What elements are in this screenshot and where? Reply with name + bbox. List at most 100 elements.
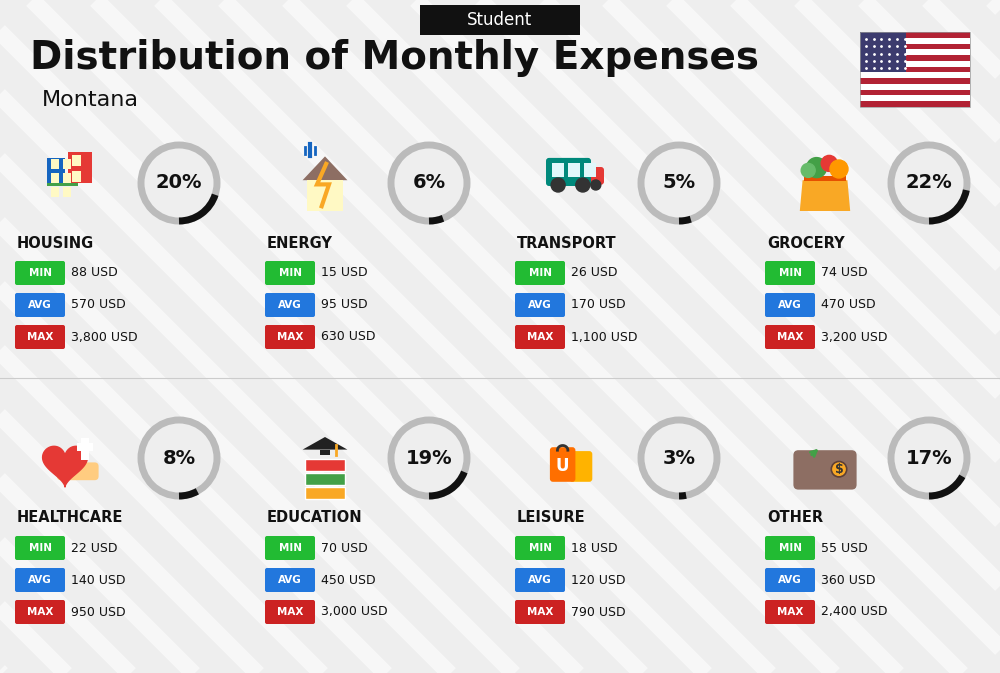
Text: 26 USD: 26 USD — [571, 267, 618, 279]
Text: 360 USD: 360 USD — [821, 573, 876, 586]
Text: MIN: MIN — [778, 543, 802, 553]
Text: 18 USD: 18 USD — [571, 542, 618, 555]
FancyBboxPatch shape — [765, 536, 815, 560]
Text: 2,400 USD: 2,400 USD — [821, 606, 888, 618]
Bar — [860, 61, 970, 67]
Text: GROCERY: GROCERY — [767, 236, 845, 250]
Text: 470 USD: 470 USD — [821, 299, 876, 312]
FancyBboxPatch shape — [550, 447, 575, 482]
Text: Montana: Montana — [42, 90, 139, 110]
Text: 3,800 USD: 3,800 USD — [71, 330, 138, 343]
Text: AVG: AVG — [278, 575, 302, 585]
FancyBboxPatch shape — [15, 600, 65, 624]
Bar — [860, 96, 970, 101]
Bar — [860, 32, 906, 73]
FancyBboxPatch shape — [793, 450, 857, 489]
FancyBboxPatch shape — [15, 293, 65, 317]
Circle shape — [576, 178, 590, 192]
FancyBboxPatch shape — [15, 325, 65, 349]
Bar — [860, 44, 970, 49]
FancyBboxPatch shape — [515, 325, 565, 349]
Text: MAX: MAX — [27, 607, 53, 617]
Text: EDUCATION: EDUCATION — [267, 511, 363, 526]
Text: 88 USD: 88 USD — [71, 267, 118, 279]
Text: AVG: AVG — [278, 300, 302, 310]
Bar — [77, 444, 93, 452]
Circle shape — [894, 148, 964, 218]
Text: 20%: 20% — [156, 174, 202, 192]
Text: 140 USD: 140 USD — [71, 573, 126, 586]
FancyBboxPatch shape — [265, 325, 315, 349]
Bar — [860, 78, 970, 84]
Bar — [81, 438, 89, 460]
Text: AVG: AVG — [28, 300, 52, 310]
Circle shape — [576, 180, 586, 190]
Bar — [72, 171, 81, 182]
FancyBboxPatch shape — [420, 5, 580, 35]
Text: 6%: 6% — [412, 174, 446, 192]
Text: MIN: MIN — [528, 543, 552, 553]
Circle shape — [801, 164, 815, 178]
FancyBboxPatch shape — [546, 158, 591, 186]
Text: 630 USD: 630 USD — [321, 330, 376, 343]
FancyBboxPatch shape — [15, 568, 65, 592]
Text: MAX: MAX — [777, 607, 803, 617]
Text: Student: Student — [467, 11, 533, 29]
Circle shape — [144, 148, 214, 218]
Bar — [51, 187, 59, 197]
FancyBboxPatch shape — [515, 600, 565, 624]
Bar — [860, 38, 970, 44]
Text: AVG: AVG — [528, 300, 552, 310]
Polygon shape — [303, 156, 347, 180]
FancyBboxPatch shape — [265, 600, 315, 624]
Bar — [860, 49, 970, 55]
Text: TRANSPORT: TRANSPORT — [517, 236, 617, 250]
FancyBboxPatch shape — [265, 568, 315, 592]
FancyBboxPatch shape — [265, 261, 315, 285]
Text: 8%: 8% — [162, 448, 196, 468]
Bar — [860, 55, 970, 61]
Text: 55 USD: 55 USD — [821, 542, 868, 555]
Bar — [860, 73, 970, 78]
Bar — [860, 101, 970, 107]
Text: MAX: MAX — [277, 607, 303, 617]
Text: AVG: AVG — [528, 575, 552, 585]
FancyBboxPatch shape — [515, 261, 565, 285]
FancyBboxPatch shape — [569, 451, 592, 482]
Bar — [47, 157, 65, 183]
Text: 790 USD: 790 USD — [571, 606, 626, 618]
FancyBboxPatch shape — [515, 536, 565, 560]
Circle shape — [144, 423, 214, 493]
Bar — [51, 160, 59, 169]
Bar — [72, 155, 81, 166]
Bar — [68, 152, 92, 183]
Text: 74 USD: 74 USD — [821, 267, 868, 279]
Bar — [568, 163, 580, 177]
Text: MIN: MIN — [778, 268, 802, 278]
Bar — [552, 163, 564, 177]
Text: 120 USD: 120 USD — [571, 573, 626, 586]
Circle shape — [644, 148, 714, 218]
Circle shape — [821, 155, 837, 172]
Text: 95 USD: 95 USD — [321, 299, 368, 312]
Text: HOUSING: HOUSING — [17, 236, 94, 250]
Bar — [51, 173, 59, 183]
Text: AVG: AVG — [778, 300, 802, 310]
Text: 450 USD: 450 USD — [321, 573, 376, 586]
Circle shape — [591, 180, 601, 190]
Text: 19%: 19% — [406, 448, 452, 468]
Text: 5%: 5% — [662, 174, 696, 192]
Circle shape — [831, 462, 847, 477]
Text: 22 USD: 22 USD — [71, 542, 118, 555]
Polygon shape — [303, 437, 347, 450]
Text: MIN: MIN — [528, 268, 552, 278]
FancyBboxPatch shape — [765, 293, 815, 317]
Text: 3,000 USD: 3,000 USD — [321, 606, 388, 618]
Bar — [63, 160, 71, 169]
FancyBboxPatch shape — [265, 293, 315, 317]
Text: MAX: MAX — [527, 607, 553, 617]
Bar — [860, 67, 970, 73]
Circle shape — [807, 157, 827, 178]
Circle shape — [894, 423, 964, 493]
FancyBboxPatch shape — [765, 261, 815, 285]
